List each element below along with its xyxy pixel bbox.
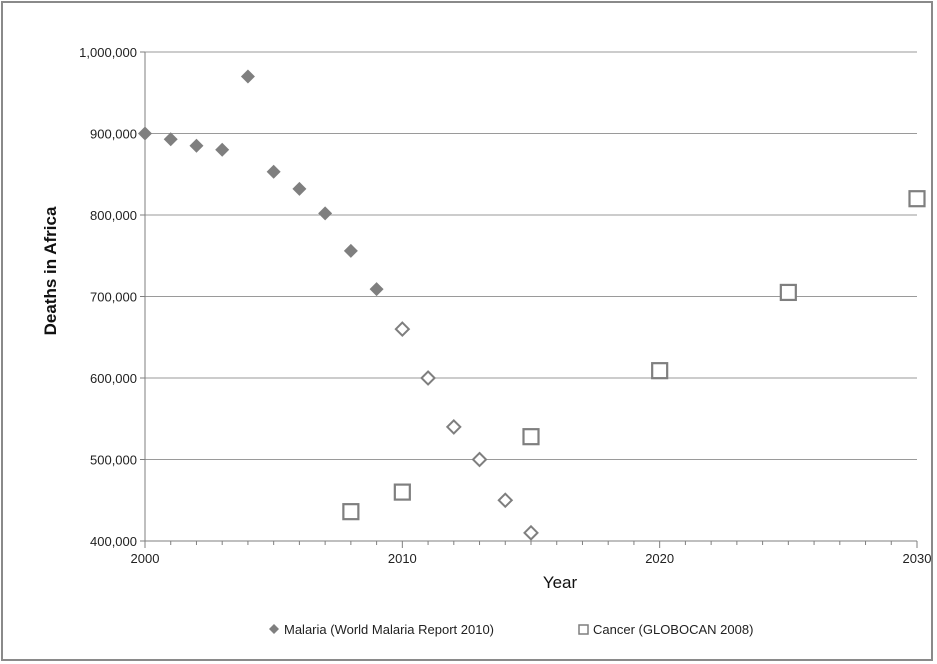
data-points [138, 69, 926, 541]
y-tick-labels: 400,000 500,000 600,000 700,000 800,000 900,0… [79, 45, 137, 549]
x-tick-label: 2020 [645, 551, 674, 566]
y-tick-label: 900,000 [90, 127, 137, 142]
malaria-point [163, 132, 178, 147]
y-tick-label: 700,000 [90, 290, 137, 305]
legend-label-malaria: Malaria (World Malaria Report 2010) [284, 622, 494, 637]
y-tick-label: 1,000,000 [79, 45, 137, 60]
y-tick-label: 500,000 [90, 453, 137, 468]
malaria-projected-point [445, 418, 462, 435]
legend-marker-malaria [269, 624, 279, 634]
y-axis-title: Deaths in Africa [41, 206, 60, 335]
cancer-point [908, 190, 926, 208]
malaria-projected-point [420, 370, 436, 386]
x-tick-label: 2000 [131, 551, 160, 566]
y-tick-label: 600,000 [90, 371, 137, 386]
cancer-point [393, 483, 411, 501]
y-tick-label: 400,000 [90, 534, 137, 549]
malaria-projected-point [394, 321, 411, 338]
malaria-projected-point [523, 524, 539, 541]
gridlines [140, 51, 917, 542]
malaria-projected-point [471, 451, 488, 468]
y-tick-label: 800,000 [90, 208, 137, 223]
malaria-point [343, 243, 358, 258]
cancer-point [779, 283, 797, 302]
malaria-point [369, 282, 384, 297]
x-tick-label: 2030 [903, 551, 932, 566]
malaria-point [318, 206, 333, 221]
legend-marker-cancer [578, 624, 589, 635]
malaria-point [292, 181, 307, 196]
malaria-projected-point [497, 492, 514, 509]
x-tick-label: 2010 [388, 551, 417, 566]
x-axis-title: Year [543, 573, 578, 592]
malaria-point [138, 126, 152, 141]
cancer-point [651, 362, 669, 380]
malaria-point [240, 69, 255, 84]
cancer-point [522, 428, 540, 446]
malaria-point [215, 142, 230, 157]
cancer-point [342, 503, 360, 521]
x-minor-ticks [144, 541, 918, 548]
x-tick-labels: 2000 2010 2020 2030 [131, 551, 932, 566]
malaria-point [266, 164, 281, 179]
legend: Malaria (World Malaria Report 2010) Canc… [269, 622, 753, 637]
legend-label-cancer: Cancer (GLOBOCAN 2008) [593, 622, 753, 637]
malaria-point [189, 138, 204, 153]
